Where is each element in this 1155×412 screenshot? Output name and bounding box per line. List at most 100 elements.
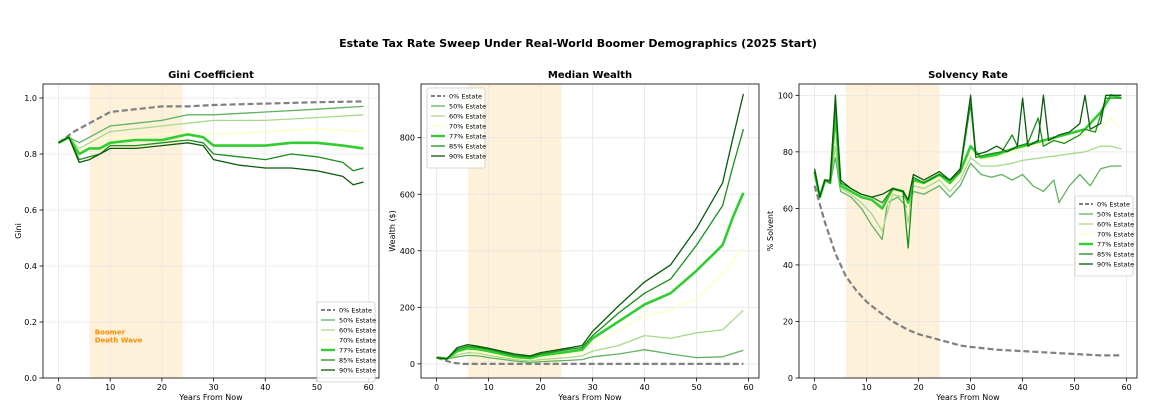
series-line-0estate (57, 100, 364, 144)
y-tick-label: 60 (783, 204, 793, 213)
y-tick-label: 20 (783, 317, 793, 326)
legend-label: 50% Estate (339, 316, 376, 324)
annotation-text: Death Wave (95, 337, 143, 345)
series-line-90estate (58, 136, 364, 186)
series-group (813, 94, 1122, 357)
chart-panel-2: 0 10 20 30 40 50 60 0 20 40 60 80 100 Solvency Rate Ye… (766, 70, 1138, 402)
x-tick-label: 20 (914, 383, 924, 392)
axes-frame (420, 83, 760, 379)
y-tick-label: 0 (410, 360, 415, 369)
x-tick-label: 50 (1070, 383, 1080, 392)
legend-label: 60% Estate (339, 326, 376, 334)
y-axis-label: % Solvent (766, 211, 775, 251)
legend-label: 0% Estate (449, 92, 482, 100)
series-line-77estate (57, 133, 364, 156)
x-tick-label: 60 (364, 383, 374, 392)
legend-label: 85% Estate (1097, 250, 1134, 258)
figure-suptitle: Estate Tax Rate Sweep Under Real-World B… (339, 37, 817, 50)
legend-label: 85% Estate (339, 356, 376, 364)
y-tick-label: 0 (788, 374, 793, 383)
series-line-90estate (436, 93, 745, 360)
legend-label: 50% Estate (449, 102, 486, 110)
series-group (57, 100, 364, 186)
y-tick-label: 0.8 (24, 150, 37, 159)
y-axis-label: Gini (14, 223, 23, 239)
series-line-60estate (58, 114, 364, 150)
x-axis-label: Years From Now (557, 393, 622, 402)
y-tick-label: 80 (783, 148, 793, 157)
x-tick-label: 50 (692, 383, 702, 392)
x-tick-label: 60 (744, 383, 754, 392)
series-line-0estate (813, 185, 1122, 357)
legend-label: 70% Estate (449, 122, 486, 130)
x-tick-label: 40 (640, 383, 650, 392)
legend-label: 90% Estate (1097, 260, 1134, 268)
legend: 0% Estate 50% Estate 60% Estate 70% Estate 7… (1074, 195, 1134, 277)
legend-label: 70% Estate (339, 336, 376, 344)
axes-frame (42, 83, 380, 379)
legend-label: 0% Estate (1097, 200, 1130, 208)
legend-label: 60% Estate (449, 112, 486, 120)
legend-label: 85% Estate (449, 142, 486, 150)
chart-title: Solvency Rate (928, 70, 1008, 81)
x-tick-label: 20 (536, 383, 546, 392)
legend-label: 90% Estate (339, 366, 376, 374)
chart-title: Median Wealth (548, 70, 632, 81)
x-tick-label: 0 (434, 383, 439, 392)
x-tick-label: 0 (56, 383, 61, 392)
y-tick-label: 40 (783, 261, 793, 270)
y-tick-label: 600 (400, 190, 415, 199)
legend-box (316, 301, 376, 383)
series-line-85estate (436, 129, 745, 360)
series-line-0estate (436, 356, 744, 365)
series-line-77estate (436, 192, 745, 361)
y-axis-label: Wealth ($) (388, 210, 397, 252)
legend-label: 90% Estate (449, 152, 486, 160)
legend-label: 70% Estate (1097, 230, 1134, 238)
series-line-70estate (436, 247, 744, 361)
x-tick-label: 30 (588, 383, 598, 392)
y-tick-label: 200 (400, 303, 415, 312)
x-tick-label: 40 (1018, 383, 1028, 392)
y-tick-label: 0.0 (24, 374, 37, 383)
legend-label: 0% Estate (339, 306, 372, 314)
x-tick-label: 10 (484, 383, 494, 392)
legend-box (426, 87, 486, 169)
series-line-50estate (813, 156, 1122, 241)
x-tick-label: 0 (812, 383, 817, 392)
series-line-50estate (58, 105, 364, 144)
x-axis-label: Years From Now (935, 393, 1000, 402)
x-tick-label: 10 (105, 383, 115, 392)
y-tick-label: 0.2 (24, 318, 37, 327)
y-tick-label: 0.6 (24, 206, 37, 215)
series-group (436, 93, 745, 365)
legend-label: 77% Estate (449, 132, 486, 140)
x-tick-label: 30 (966, 383, 976, 392)
y-tick-label: 100 (778, 91, 793, 100)
series-line-50estate (436, 349, 744, 364)
x-tick-label: 60 (1122, 383, 1132, 392)
legend-label: 60% Estate (1097, 220, 1134, 228)
chart-panel-0: 0 10 20 30 40 50 60 0.0 0.2 0.4 0.6 0.8 1.0 Gini Coef… (14, 70, 380, 402)
x-tick-label: 10 (862, 383, 872, 392)
series-line-85estate (58, 136, 364, 172)
legend-label: 50% Estate (1097, 210, 1134, 218)
legend-label: 77% Estate (339, 346, 376, 354)
chart-title: Gini Coefficient (168, 70, 254, 81)
series-line-70estate (58, 128, 364, 152)
legend-label: 77% Estate (1097, 240, 1134, 248)
series-line-60estate (436, 309, 744, 362)
y-tick-label: 1.0 (24, 94, 37, 103)
legend-box (1074, 195, 1134, 277)
x-tick-label: 50 (312, 383, 322, 392)
series-line-85estate (813, 97, 1122, 249)
x-axis-label: Years From Now (178, 393, 243, 402)
y-tick-label: 800 (400, 134, 415, 143)
x-tick-label: 20 (157, 383, 167, 392)
y-tick-label: 400 (400, 247, 415, 256)
series-line-90estate (813, 94, 1122, 201)
shaded-region (845, 84, 940, 378)
x-tick-label: 30 (208, 383, 218, 392)
annotation-text: Boomer (95, 329, 126, 337)
